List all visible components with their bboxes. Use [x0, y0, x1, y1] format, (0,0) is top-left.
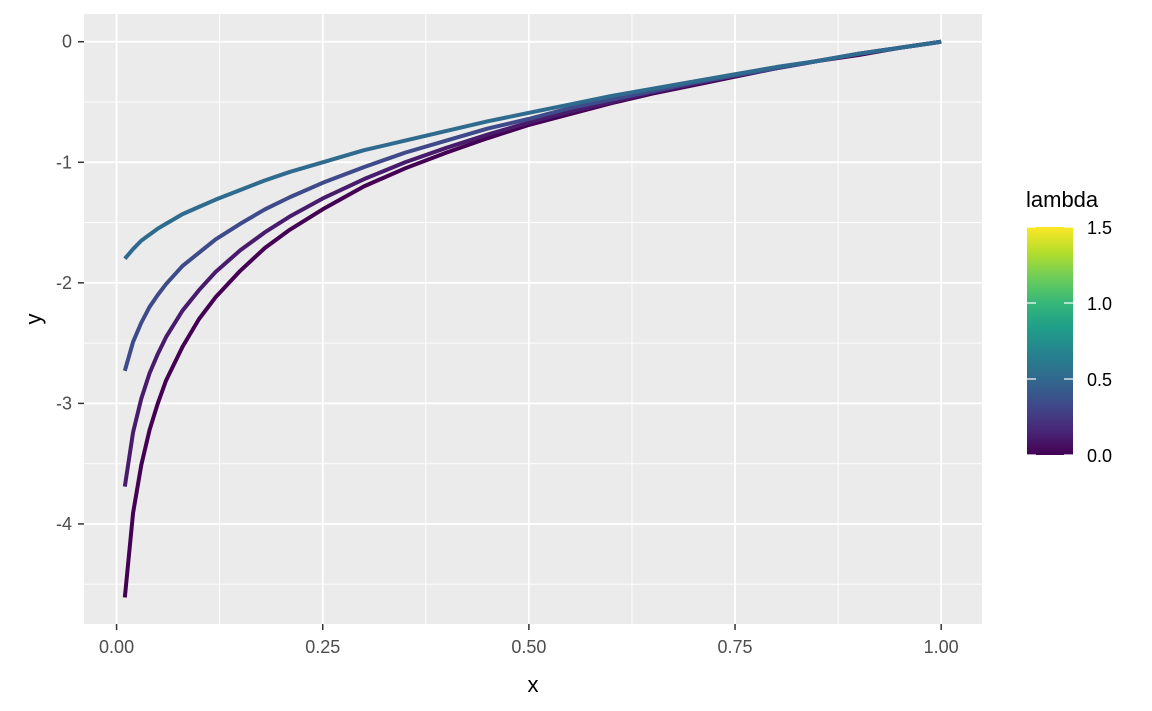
plot-panel [84, 14, 982, 624]
legend-tick-label: 0.0 [1087, 446, 1112, 466]
y-tick-label: -4 [56, 514, 72, 534]
grid-major [84, 14, 982, 624]
legend-tick-label: 0.5 [1087, 370, 1112, 390]
grid-minor [84, 14, 982, 624]
y-axis: 0 -1 -2 -3 -4 [56, 32, 84, 534]
x-tick-label: 0.00 [99, 637, 134, 657]
y-tick-label: -1 [56, 152, 72, 172]
x-axis: 0.00 0.25 0.50 0.75 1.00 [99, 624, 959, 657]
legend-tick-label: 1.0 [1087, 294, 1112, 314]
y-tick-label: -2 [56, 273, 72, 293]
y-tick-label: -3 [56, 393, 72, 413]
x-tick-label: 1.00 [924, 637, 959, 657]
series-line [123, 39, 942, 261]
x-tick-label: 0.75 [718, 637, 753, 657]
y-axis-title: y [21, 314, 46, 325]
x-tick-label: 0.50 [511, 637, 546, 657]
x-axis-title: x [528, 672, 539, 697]
legend-colorbar: lambda 0.0 0.5 1.0 1.5 [1026, 187, 1112, 466]
legend-ticks: 0.0 0.5 1.0 1.5 [1027, 218, 1112, 466]
x-tick-label: 0.25 [305, 637, 340, 657]
legend-title: lambda [1026, 187, 1099, 212]
legend-tick-label: 1.5 [1087, 218, 1112, 238]
colorbar [1027, 227, 1073, 455]
series-layer [122, 39, 942, 598]
y-tick-label: 0 [62, 32, 72, 52]
